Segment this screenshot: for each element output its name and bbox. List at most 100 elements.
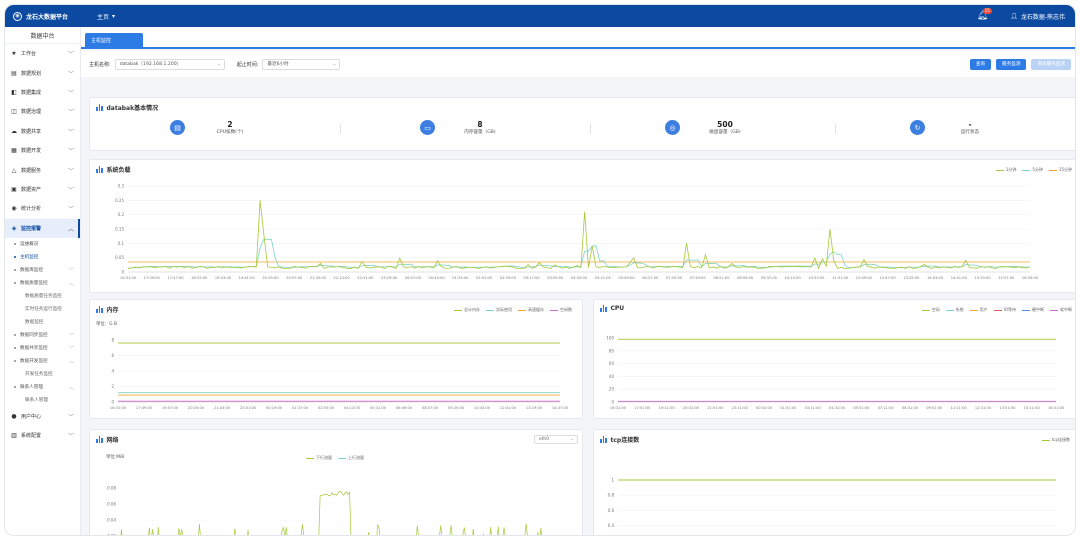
basic-info-title-text: databak基本情况 xyxy=(106,105,159,112)
sidebar-item-label: 数据服务 xyxy=(21,167,42,174)
y-tick-label: 0 xyxy=(111,400,114,405)
legend-item[interactable]: 下行流量 xyxy=(306,455,332,461)
sidebar-subitem[interactable]: 运维概况 xyxy=(5,238,80,251)
cpu-chart-card: CPU 空闲 系统 用户 IO等待 硬中断 软中断 100 80 60 40 20 0 16:31:0… xyxy=(593,299,1075,419)
sidebar-item[interactable]: ◉ 统计分析 ﹀ xyxy=(5,199,80,218)
service-monitor-button[interactable]: 服务监测 xyxy=(996,58,1027,70)
sidebar-item-label: 数据开发 xyxy=(21,148,42,155)
x-tick-label: 06:27:00 xyxy=(642,276,659,280)
sidebar-item-monitor[interactable]: ◈ 监控报警 ︿ xyxy=(5,218,80,239)
legend-swatch xyxy=(969,309,978,311)
logo-icon: ◉ xyxy=(13,11,22,21)
x-tick-label: 19:07:00 xyxy=(162,406,179,410)
chevron-icon: ﹀ xyxy=(68,345,74,352)
user-menu[interactable]: 👤︎ 龙石数据-熊志伟 xyxy=(1010,12,1065,21)
x-tick-label: 21:43:00 xyxy=(214,406,231,410)
legend-item[interactable]: 实际使用 xyxy=(486,307,512,313)
chevron-down-icon: ⌄ xyxy=(332,61,337,67)
legend-item[interactable]: IO等待 xyxy=(993,307,1016,313)
app-window: ◉ 龙石大数据平台 主页 ▾ 🔔︎ 15 👤︎ 龙石数据-熊志伟 数据中台 ★ 工… xyxy=(4,4,1076,536)
x-tick-label: 14:03:00 xyxy=(927,276,944,280)
sidebar-item[interactable]: ☁ 数据共享 ﹀ xyxy=(5,122,80,141)
sidebar-item-label: 用户中心 xyxy=(21,414,42,421)
network-interface-select[interactable]: eth0 ⌄ xyxy=(534,435,578,444)
sidebar-subitem[interactable]: 联系人管理 ︿ xyxy=(5,381,80,394)
legend-item[interactable]: 空闲 xyxy=(921,307,940,313)
notification-button[interactable]: 🔔︎ 15 xyxy=(977,8,992,21)
bar-chart-icon xyxy=(96,166,103,173)
legend-item[interactable]: 软中断 xyxy=(1050,307,1072,313)
x-tick-label: 04:33:00 xyxy=(571,276,588,280)
service-icon: △ xyxy=(11,166,17,174)
x-tick-label: 19:11:00 xyxy=(659,406,676,410)
sidebar-subsubitem[interactable]: 开发任务监控 xyxy=(5,368,80,381)
sidebar-item[interactable]: ▥ 系统配置 ﹀ xyxy=(5,426,80,445)
legend-item[interactable]: 上行流量 xyxy=(338,455,364,461)
legend-item[interactable]: 高速缓存 xyxy=(518,307,544,313)
logo[interactable]: ◉ 龙石大数据平台 xyxy=(5,11,97,21)
chevron-down-icon: ﹀ xyxy=(67,89,74,97)
chevron-down-icon: ﹀ xyxy=(67,148,74,156)
chevron-icon: ︿ xyxy=(68,384,74,391)
sidebar-subitem[interactable]: 主机监控 xyxy=(5,251,80,264)
sidebar-item[interactable]: ◫ 数据治理 ﹀ xyxy=(5,102,80,121)
y-tick-label: 60 xyxy=(609,361,615,366)
stat-value: - xyxy=(968,120,972,129)
home-menu[interactable]: 主页 ▾ xyxy=(97,12,115,21)
legend-item[interactable]: 硬中断 xyxy=(1022,307,1044,313)
legend-item[interactable]: 15分钟 xyxy=(1048,167,1072,173)
chevron-up-icon: ︿ xyxy=(67,225,74,233)
sidebar-subitem[interactable]: 数据开发监控 ︿ xyxy=(5,355,80,368)
tab-host-monitor[interactable]: 主机监控 xyxy=(85,33,143,47)
x-tick-label: 05:31:00 xyxy=(370,406,387,410)
sidebar-item[interactable]: ★ 工作台 ﹀ xyxy=(5,44,80,63)
sidebar-item[interactable]: △ 数据服务 ﹀ xyxy=(5,160,80,179)
sidebar-item[interactable]: ▤ 数据规划 ﹀ xyxy=(5,63,80,82)
legend-item[interactable]: 用户 xyxy=(969,307,988,313)
legend-item[interactable]: 1分钟 xyxy=(995,167,1016,173)
legend-swatch xyxy=(1048,169,1057,171)
y-tick-label: 0 xyxy=(121,270,124,275)
sidebar-item[interactable]: ▦ 数据开发 ﹀ xyxy=(5,141,80,160)
stat-value: 500 xyxy=(717,120,733,129)
legend-item[interactable]: 总计内存 xyxy=(454,307,480,313)
host-select[interactable]: databak（192.168.1.200） ⌄ xyxy=(114,58,225,70)
sidebar-subsubitem[interactable]: 数据质量任务监控 xyxy=(5,290,80,303)
x-tick-label: 07:05:00 xyxy=(666,276,683,280)
x-tick-label: 17:09:00 xyxy=(144,276,161,280)
legend-label: 5分钟 xyxy=(1032,167,1043,172)
monitor-icon: ◈ xyxy=(11,224,17,232)
x-tick-label: 17:47:00 xyxy=(167,276,184,280)
stat-label: 运行状态 xyxy=(960,130,980,135)
load-chart: 0.3 0.25 0.2 0.15 0.1 0.05 016:31:00 17:09:00 17… xyxy=(115,184,1039,281)
legend-label: 高速缓存 xyxy=(528,307,544,312)
x-tick-label: 08:07:00 xyxy=(422,406,439,410)
sidebar-subitem[interactable]: 数据共享监控 ﹀ xyxy=(5,342,80,355)
cpu-icon: ▤ xyxy=(170,120,185,135)
chevron-down-icon: ﹀ xyxy=(67,186,74,194)
sidebar-item-label: 数据集成 xyxy=(21,89,42,96)
add-service-monitor-button[interactable]: 添加服务监测 xyxy=(1031,58,1071,70)
sidebar-subsubitem[interactable]: 实时任务运行监控 xyxy=(5,303,80,316)
sidebar-item[interactable]: ◧ 数据集成 ﹀ xyxy=(5,83,80,102)
sidebar-item[interactable]: ● 用户中心 ﹀ xyxy=(5,407,80,426)
legend-item[interactable]: tcp连接数 xyxy=(1041,437,1070,443)
y-tick-label: 8 xyxy=(111,338,114,343)
sidebar-subitem[interactable]: 数据同步监控 ﹀ xyxy=(5,329,80,342)
x-tick-label: 07:11:00 xyxy=(878,406,895,410)
network-title-text: 网络 xyxy=(106,437,119,444)
range-select[interactable]: 最近6小时 ⌄ xyxy=(262,58,341,70)
legend-item[interactable]: 5分钟 xyxy=(1022,167,1043,173)
stat-value: 2 xyxy=(227,120,233,129)
query-button[interactable]: 查询 xyxy=(969,58,992,70)
sidebar-subitem[interactable]: 数据库监控 ﹀ xyxy=(5,264,80,277)
sidebar-item-label: 监控报警 xyxy=(21,225,42,232)
legend-item[interactable]: 空闲数 xyxy=(550,307,572,313)
bar-chart-icon xyxy=(96,104,103,111)
sidebar-subsubitem[interactable]: 联系人管理 xyxy=(5,394,80,407)
network-interface-value: eth0 xyxy=(539,437,549,442)
legend-item[interactable]: 系统 xyxy=(945,307,964,313)
sidebar-subsubitem[interactable]: 数据监控 xyxy=(5,316,80,329)
sidebar-item[interactable]: ▣ 数据资产 ﹀ xyxy=(5,180,80,199)
sidebar-subitem[interactable]: 数据质量监控 ︿ xyxy=(5,277,80,290)
